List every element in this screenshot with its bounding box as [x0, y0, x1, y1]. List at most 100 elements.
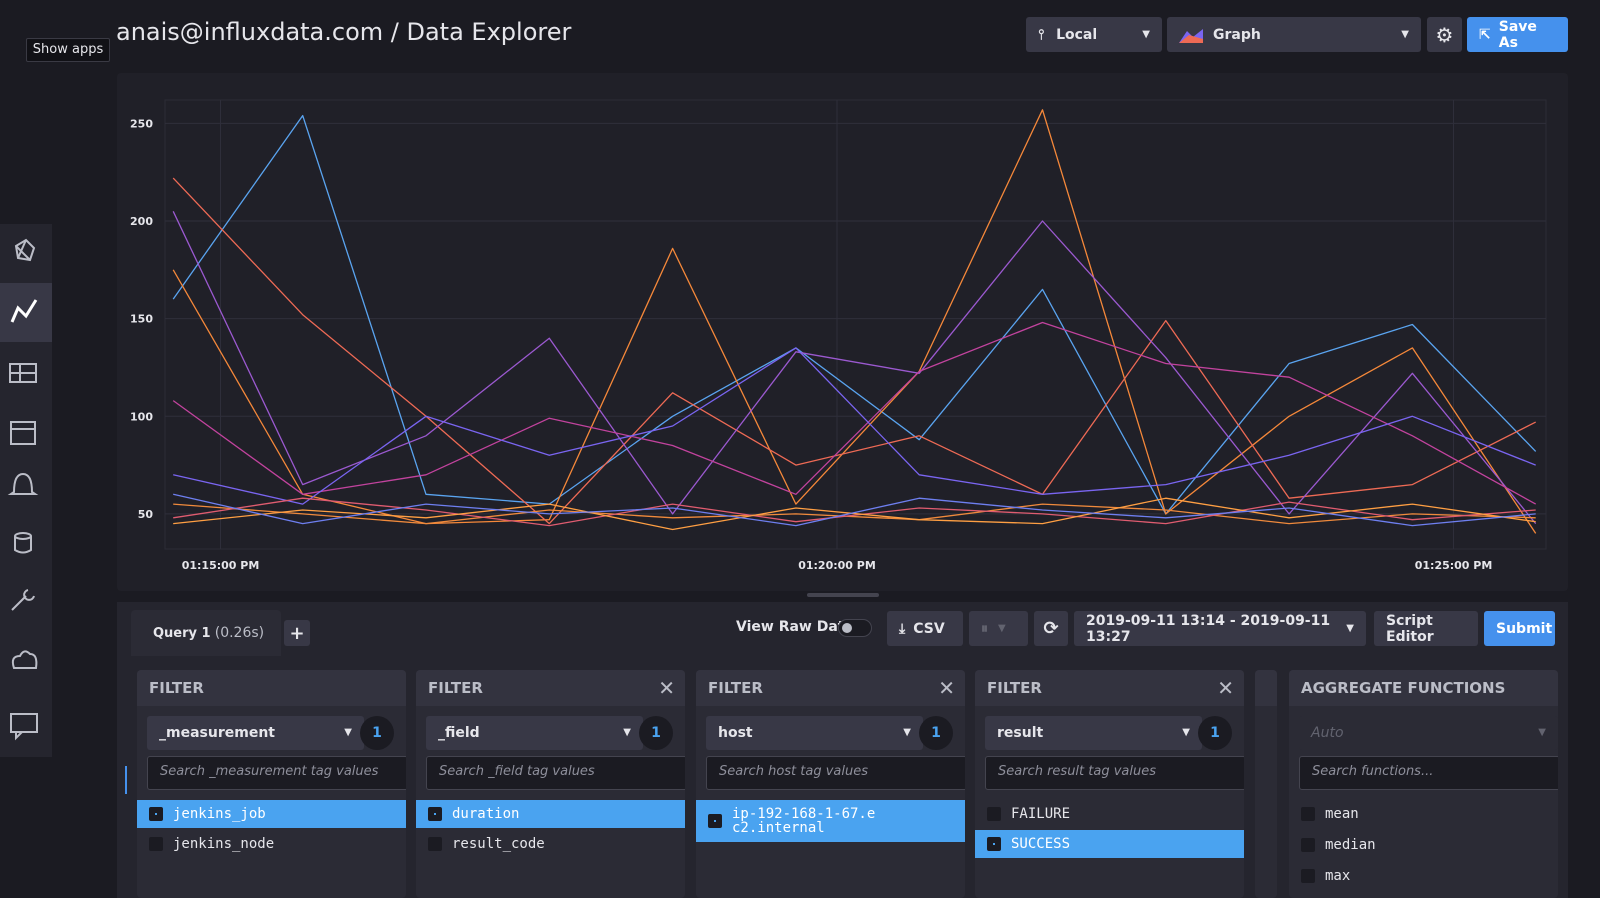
- filter-card: FILTER ✕ host ▼ 1 Search host tag values ip-19…: [696, 670, 965, 898]
- function-item[interactable]: median: [1289, 831, 1558, 859]
- tag-value-label: jenkins_node: [173, 836, 275, 852]
- checkbox: [428, 807, 442, 821]
- close-button[interactable]: ✕: [1217, 676, 1234, 700]
- checkbox: [428, 837, 442, 851]
- tag-value[interactable]: result_code: [416, 830, 685, 858]
- tag-value-label: ip-192-168-1-67.ec2.internal: [732, 806, 876, 836]
- save-as-label: Save As: [1498, 18, 1537, 51]
- csv-button[interactable]: ⤓ CSV: [887, 611, 963, 646]
- filter-title: FILTER ✕: [416, 670, 685, 706]
- key-dropdown[interactable]: _measurement ▼: [147, 716, 364, 750]
- settings-button[interactable]: ⚙: [1427, 17, 1462, 52]
- sidebar-active: [0, 283, 52, 342]
- sidebar-icons[interactable]: [0, 224, 52, 757]
- scroll-indicator: [125, 766, 127, 794]
- checkbox: [708, 814, 722, 828]
- tag-value[interactable]: jenkins_job: [137, 800, 406, 828]
- chart: 50 100 150 200 250 01:15:00 PM 01:20:00 PM 01:2…: [130, 99, 1547, 572]
- script-editor-label: Script Editor: [1386, 612, 1434, 645]
- view-dropdown[interactable]: Graph ▼: [1167, 17, 1421, 52]
- tag-search[interactable]: Search _field tag values: [426, 756, 685, 790]
- refresh-button[interactable]: ⟳: [1034, 611, 1068, 646]
- show-apps-tooltip[interactable]: Show apps: [26, 38, 110, 62]
- tag-value[interactable]: duration: [416, 800, 685, 828]
- tag-value[interactable]: SUCCESS: [975, 830, 1244, 858]
- submit-button[interactable]: Submit: [1484, 611, 1555, 646]
- x-tick-label: 01:15:00 PM: [182, 559, 260, 572]
- checkbox: [149, 837, 163, 851]
- series-line: [172, 177, 1536, 525]
- function-item[interactable]: max: [1289, 862, 1558, 890]
- dropdown-caret: ▼: [1182, 727, 1190, 738]
- checkbox: [987, 837, 1001, 851]
- function-label: max: [1325, 868, 1351, 884]
- tag-value-label: SUCCESS: [1011, 836, 1071, 852]
- filter-title: FILTER ✕: [696, 670, 965, 706]
- dropdown-caret: ▼: [344, 727, 352, 738]
- query-time: (0.26s): [214, 625, 265, 641]
- add-query-button[interactable]: +: [284, 620, 310, 646]
- function-label: median: [1325, 837, 1376, 853]
- aggregate-title: AGGREGATE FUNCTIONS: [1289, 670, 1558, 706]
- tag-search[interactable]: Search host tag values: [706, 756, 965, 790]
- y-tick-label: 250: [130, 117, 153, 130]
- autorefresh-button[interactable]: ⏸ ▼: [969, 611, 1028, 646]
- query-tab[interactable]: Query 1 (0.26s): [131, 610, 281, 656]
- key-dropdown[interactable]: _field ▼: [426, 716, 643, 750]
- tag-search[interactable]: Search _measurement tag values: [147, 756, 406, 790]
- checkbox: [149, 807, 163, 821]
- aggregate-card: AGGREGATE FUNCTIONS Auto ▼ Search functions…: [1289, 670, 1558, 898]
- y-tick-label: 200: [130, 215, 153, 228]
- tag-search[interactable]: Search result tag values: [985, 756, 1244, 790]
- tag-value-label: FAILURE: [1011, 806, 1071, 822]
- source-dropdown[interactable]: ⫯ Local ▼: [1026, 17, 1162, 52]
- time-range-label: 2019-09-11 13:14 - 2019-09-11 13:27: [1086, 612, 1331, 645]
- x-tick-label: 01:25:00 PM: [1415, 559, 1493, 572]
- series-line: [173, 347, 1536, 505]
- dropdown-caret: ▼: [1538, 727, 1546, 738]
- clipped-filter-card: [1255, 670, 1277, 898]
- checkbox: [987, 807, 1001, 821]
- resize-handle[interactable]: [807, 593, 879, 597]
- key-label: _field: [438, 725, 480, 741]
- script-editor-button[interactable]: Script Editor: [1374, 611, 1478, 646]
- graph-icon: [1179, 28, 1203, 43]
- filter-card: FILTER _measurement ▼ 1 Search _measurement …: [137, 670, 406, 898]
- query-tab-label: Query 1: [153, 626, 211, 641]
- csv-label: CSV: [913, 620, 945, 637]
- filter-title: FILTER: [137, 670, 406, 706]
- function-label: mean: [1325, 806, 1359, 822]
- selected-count: 1: [919, 716, 953, 750]
- series-line: [172, 114, 1537, 515]
- tag-value[interactable]: FAILURE: [975, 800, 1244, 828]
- tag-value[interactable]: ip-192-168-1-67.ec2.internal: [696, 800, 965, 842]
- save-as-button[interactable]: ⇱ Save As: [1467, 17, 1568, 52]
- key-label: host: [718, 725, 753, 741]
- dropdown-caret: ▼: [903, 727, 911, 738]
- close-button[interactable]: ✕: [658, 676, 675, 700]
- tag-value-label: jenkins_job: [173, 806, 266, 822]
- checkbox: [1301, 869, 1315, 883]
- checkbox: [1301, 838, 1315, 852]
- key-dropdown[interactable]: host ▼: [706, 716, 923, 750]
- checkbox: [1301, 807, 1315, 821]
- function-item[interactable]: mean: [1289, 800, 1558, 828]
- sidebar: [0, 224, 52, 757]
- tag-value[interactable]: jenkins_node: [137, 830, 406, 858]
- key-dropdown[interactable]: result ▼: [985, 716, 1202, 750]
- period-dropdown[interactable]: Auto ▼: [1299, 716, 1558, 750]
- submit-label: Submit: [1496, 620, 1553, 637]
- time-range-dropdown[interactable]: 2019-09-11 13:14 - 2019-09-11 13:27 ▼: [1074, 611, 1366, 646]
- close-button[interactable]: ✕: [938, 676, 955, 700]
- raw-data-label: View Raw Data: [736, 619, 854, 635]
- tag-value-label: duration: [452, 806, 520, 822]
- function-search[interactable]: Search functions...: [1299, 756, 1558, 790]
- selected-count: 1: [1198, 716, 1232, 750]
- series-line: [173, 493, 1536, 527]
- raw-data-toggle[interactable]: [838, 619, 872, 637]
- filter-card: FILTER ✕ result ▼ 1 Search result tag values F…: [975, 670, 1244, 898]
- series-line: [172, 321, 1537, 505]
